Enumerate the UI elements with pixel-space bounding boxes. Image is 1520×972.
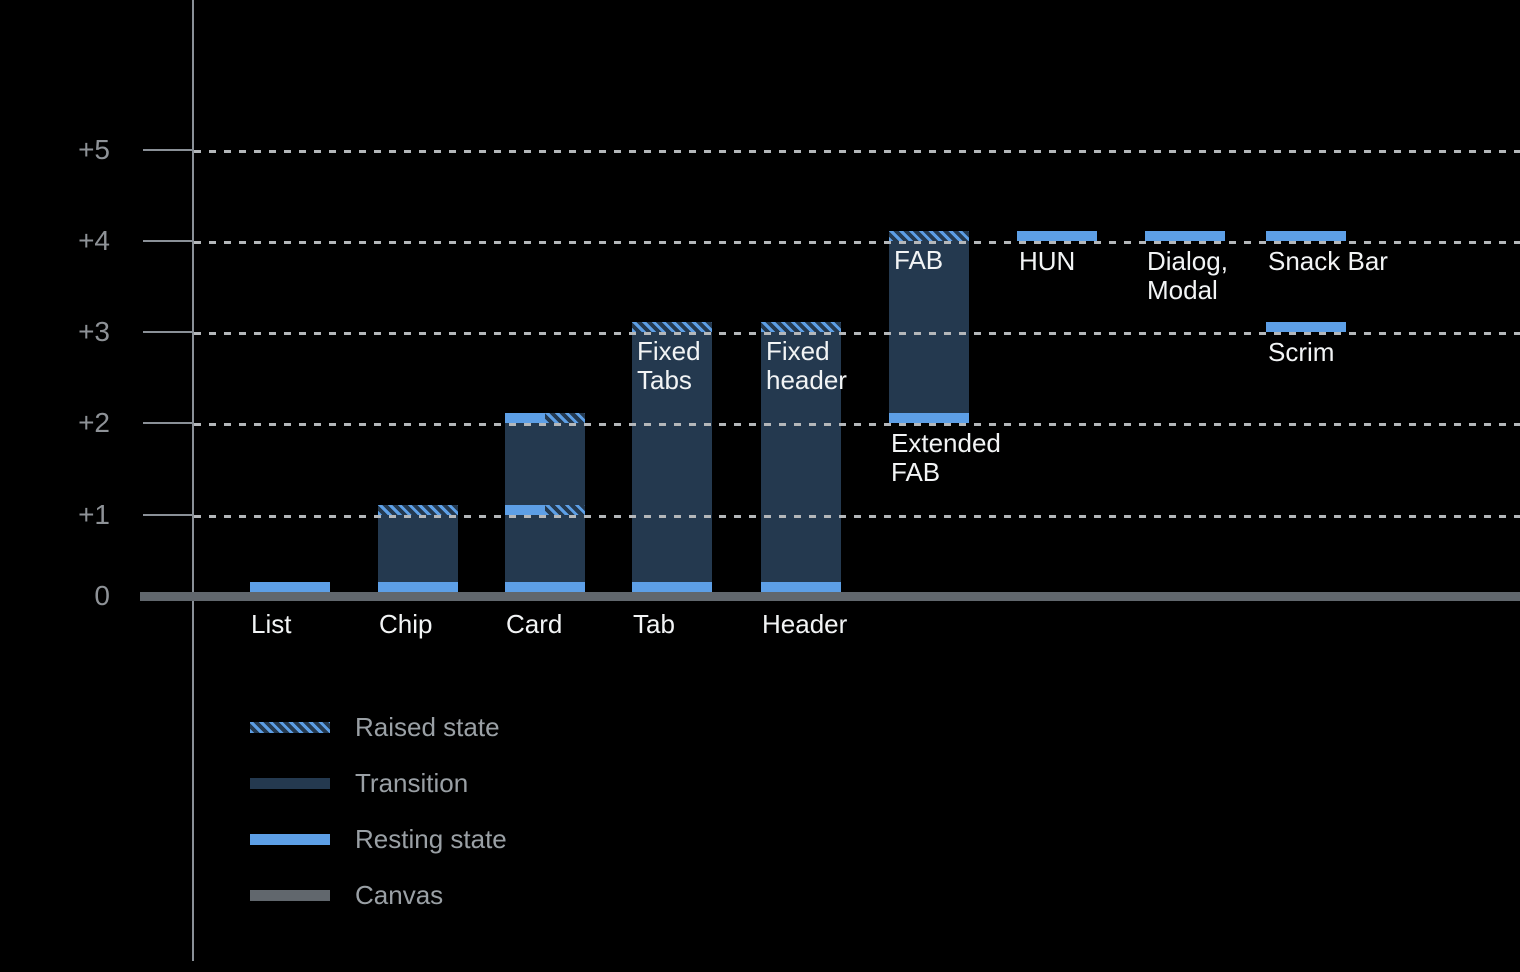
- gridline-+1: [194, 515, 1520, 518]
- list-axis-label: List: [251, 609, 292, 639]
- tab-resting-strip: [632, 582, 712, 592]
- header-bar-label: Fixed header: [766, 336, 847, 395]
- gridline-+4: [194, 241, 1520, 244]
- card-raised-band: [545, 413, 585, 423]
- header-resting-strip: [761, 582, 841, 592]
- legend-label-raised-state: Raised state: [355, 712, 500, 742]
- extended-fab-transition-bar: [889, 241, 969, 413]
- scrim-resting-strip: [1266, 322, 1346, 332]
- y-axis-tick: [143, 331, 193, 333]
- legend-swatch-transition: [250, 778, 330, 789]
- y-axis-tick: [143, 240, 193, 242]
- ytick-label: +1: [78, 499, 110, 530]
- extended-fab-bar-label: FAB: [894, 245, 944, 275]
- header-raised-band: [761, 322, 841, 332]
- snack-bar-label: Snack Bar: [1268, 246, 1388, 276]
- chip-axis-label: Chip: [379, 609, 433, 639]
- chip-raised-band: [378, 505, 458, 515]
- tab-raised-band: [632, 322, 712, 332]
- card-resting-band: [505, 413, 545, 423]
- list-resting-strip: [250, 582, 330, 592]
- card-raised-band: [545, 505, 585, 515]
- chip-transition-bar: [378, 515, 458, 582]
- legend-label-canvas: Canvas: [355, 880, 444, 910]
- gridline-+3: [194, 332, 1520, 335]
- snack-bar-resting-strip: [1266, 231, 1346, 241]
- legend-label-transition: Transition: [355, 768, 469, 798]
- tab-axis-label: Tab: [633, 609, 675, 639]
- dialog-modal-label: Dialog, Modal: [1147, 246, 1228, 305]
- extended-fab-label: Extended FAB: [891, 428, 1001, 487]
- tab-transition-bar: [632, 332, 712, 582]
- legend-swatch-canvas: [250, 890, 330, 901]
- ytick-label: +3: [78, 316, 110, 347]
- hun-resting-strip: [1017, 231, 1097, 241]
- y-axis-tick: [143, 422, 193, 424]
- ytick-label: +5: [78, 134, 110, 165]
- gridline-+5: [194, 150, 1520, 153]
- header-axis-label: Header: [762, 609, 848, 639]
- header-transition-bar: [761, 332, 841, 582]
- legend-swatch-resting-state: [250, 834, 330, 845]
- y-axis-tick: [143, 514, 193, 516]
- extended-fab-resting-strip: [889, 413, 969, 423]
- scrim-label: Scrim: [1268, 337, 1335, 367]
- legend-swatch-raised-state: [250, 722, 330, 733]
- card-resting-strip: [505, 582, 585, 592]
- legend-label-resting-state: Resting state: [355, 824, 507, 854]
- card-resting-band: [505, 505, 545, 515]
- card-transition-bar: [505, 423, 585, 582]
- y-axis-tick: [143, 149, 193, 151]
- extended-fab-raised-band: [889, 231, 969, 241]
- dialog-modal-resting-strip: [1145, 231, 1225, 241]
- chip-resting-strip: [378, 582, 458, 592]
- gridline-+2: [194, 423, 1520, 426]
- ytick-label: 0: [94, 580, 110, 611]
- tab-bar-label: Fixed Tabs: [637, 336, 701, 395]
- hun-label: HUN: [1019, 246, 1076, 276]
- y-axis-line: [192, 0, 194, 961]
- ytick-label: +4: [78, 225, 110, 256]
- ytick-label: +2: [78, 407, 110, 438]
- canvas-baseline: [140, 592, 1520, 601]
- card-axis-label: Card: [506, 609, 563, 639]
